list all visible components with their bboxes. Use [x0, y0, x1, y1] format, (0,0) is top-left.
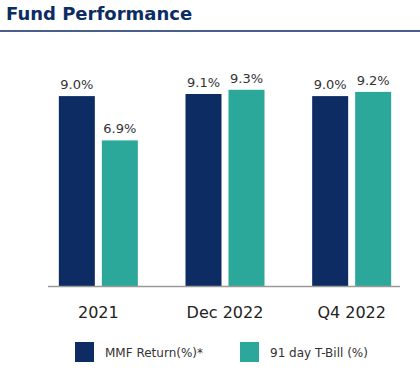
data-label: 6.9% [103, 121, 136, 136]
data-label: 9.3% [230, 71, 263, 86]
bar [312, 96, 348, 286]
data-label: 9.0% [60, 77, 93, 92]
x-tick-label: 2021 [78, 303, 119, 322]
chart-svg: Fund Performance 9.0% 9.1% 9.0% 6.9% 9.3% 9.2%… [0, 0, 420, 370]
legend-label: 91 day T-Bill (%) [270, 346, 368, 360]
bars [59, 90, 391, 286]
legend-label: MMF Return(%)* [105, 346, 203, 360]
bar [59, 96, 95, 286]
data-labels: 9.0% 9.1% 9.0% 6.9% 9.3% 9.2% [60, 71, 389, 137]
legend: MMF Return(%)* 91 day T-Bill (%) [75, 342, 368, 362]
data-label: 9.0% [314, 77, 347, 92]
bar [355, 92, 391, 286]
x-axis-line [48, 286, 400, 288]
x-tick-label: Q4 2022 [317, 303, 386, 322]
chart-container: Fund Performance 9.0% 9.1% 9.0% 6.9% 9.3% 9.2%… [0, 0, 420, 370]
data-label: 9.1% [187, 75, 220, 90]
x-tick-label: Dec 2022 [187, 303, 264, 322]
data-label: 9.2% [357, 73, 390, 88]
legend-swatch [240, 342, 259, 362]
bar [102, 140, 138, 286]
legend-swatch [75, 342, 94, 362]
bar [186, 94, 222, 286]
title-rule [0, 30, 420, 32]
title: Fund Performance [6, 3, 192, 24]
bar [229, 90, 265, 286]
